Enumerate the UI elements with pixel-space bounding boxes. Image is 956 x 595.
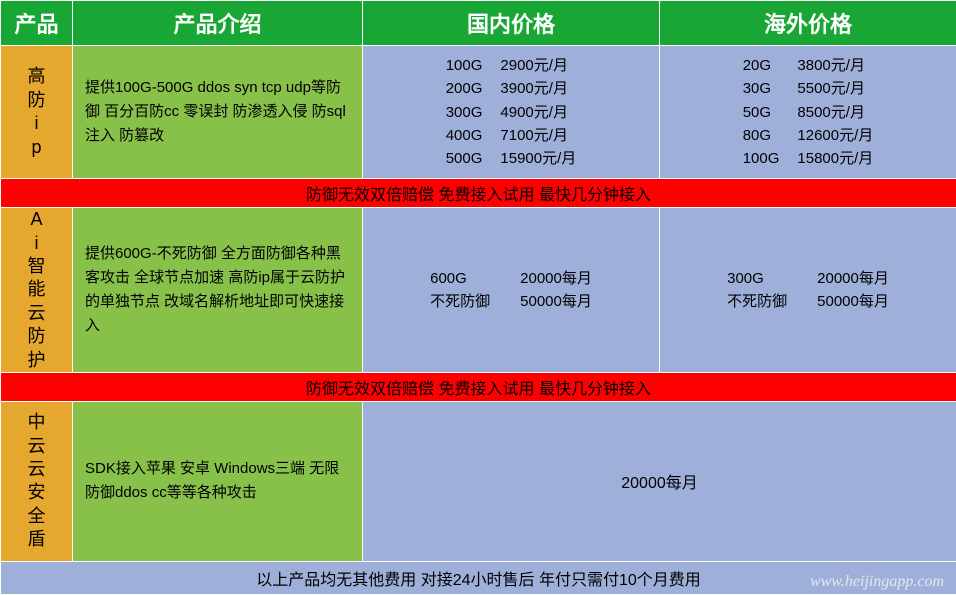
promo-banner: 防御无效双倍赔偿 免费接入试用 最快几分钟接入 [1, 179, 956, 208]
col-product: 产品 [1, 1, 73, 46]
price: 50000每月 [817, 290, 889, 313]
spec: 100G [446, 54, 483, 77]
banner-text: 防御无效双倍赔偿 免费接入试用 最快几分钟接入 [1, 179, 956, 208]
price: 4900元/月 [500, 101, 576, 124]
product-row: 中云云安全盾 SDK接入苹果 安卓 Windows三端 无限防御ddos cc等… [1, 401, 956, 561]
price: 7100元/月 [500, 124, 576, 147]
spec: 300G [446, 101, 483, 124]
price: 20000每月 [817, 267, 889, 290]
product-name: 中云云安全盾 [1, 401, 73, 561]
price-domestic: 100G 200G 300G 400G 500G 2900元/月 3900元/月… [363, 46, 660, 179]
product-name: Ai智能云防护 [1, 208, 73, 373]
spec: 300G [727, 267, 787, 290]
price: 2900元/月 [500, 54, 576, 77]
price: 50000每月 [520, 290, 592, 313]
spec: 20G [743, 54, 780, 77]
price: 20000每月 [520, 267, 592, 290]
price-merged: 20000每月 [363, 401, 956, 561]
price: 15800元/月 [797, 147, 873, 170]
spec: 80G [743, 124, 780, 147]
table-header-row: 产品 产品介绍 国内价格 海外价格 [1, 1, 956, 46]
spec: 100G [743, 147, 780, 170]
product-row: Ai智能云防护 提供600G-不死防御 全方面防御各种黑客攻击 全球节点加速 高… [1, 208, 956, 373]
product-desc: 提供600G-不死防御 全方面防御各种黑客攻击 全球节点加速 高防ip属于云防护… [73, 208, 363, 373]
spec: 600G [430, 267, 490, 290]
product-desc: 提供100G-500G ddos syn tcp udp等防御 百分百防cc 零… [73, 46, 363, 179]
price-domestic: 600G 不死防御 20000每月 50000每月 [363, 208, 660, 373]
spec: 不死防御 [430, 290, 490, 313]
price-overseas: 300G 不死防御 20000每月 50000每月 [660, 208, 956, 373]
promo-banner: 防御无效双倍赔偿 免费接入试用 最快几分钟接入 [1, 372, 956, 401]
footer-row: 以上产品均无其他费用 对接24小时售后 年付只需付10个月费用 www.heij… [1, 561, 956, 594]
pricing-table: 产品 产品介绍 国内价格 海外价格 高防ip 提供100G-500G ddos … [0, 0, 956, 595]
footer-text: 以上产品均无其他费用 对接24小时售后 年付只需付10个月费用 www.heij… [1, 561, 956, 594]
product-desc: SDK接入苹果 安卓 Windows三端 无限防御ddos cc等等各种攻击 [73, 401, 363, 561]
col-intro: 产品介绍 [73, 1, 363, 46]
col-overseas: 海外价格 [660, 1, 956, 46]
banner-text: 防御无效双倍赔偿 免费接入试用 最快几分钟接入 [1, 372, 956, 401]
watermark: www.heijingapp.com [810, 573, 944, 591]
price: 3800元/月 [797, 54, 873, 77]
price-overseas: 20G 30G 50G 80G 100G 3800元/月 5500元/月 850… [660, 46, 956, 179]
spec: 500G [446, 147, 483, 170]
price: 5500元/月 [797, 77, 873, 100]
price: 3900元/月 [500, 77, 576, 100]
price: 15900元/月 [500, 147, 576, 170]
product-name: 高防ip [1, 46, 73, 179]
price: 12600元/月 [797, 124, 873, 147]
price: 8500元/月 [797, 101, 873, 124]
product-row: 高防ip 提供100G-500G ddos syn tcp udp等防御 百分百… [1, 46, 956, 179]
spec: 30G [743, 77, 780, 100]
spec: 200G [446, 77, 483, 100]
spec: 400G [446, 124, 483, 147]
spec: 50G [743, 101, 780, 124]
spec: 不死防御 [727, 290, 787, 313]
col-domestic: 国内价格 [363, 1, 660, 46]
